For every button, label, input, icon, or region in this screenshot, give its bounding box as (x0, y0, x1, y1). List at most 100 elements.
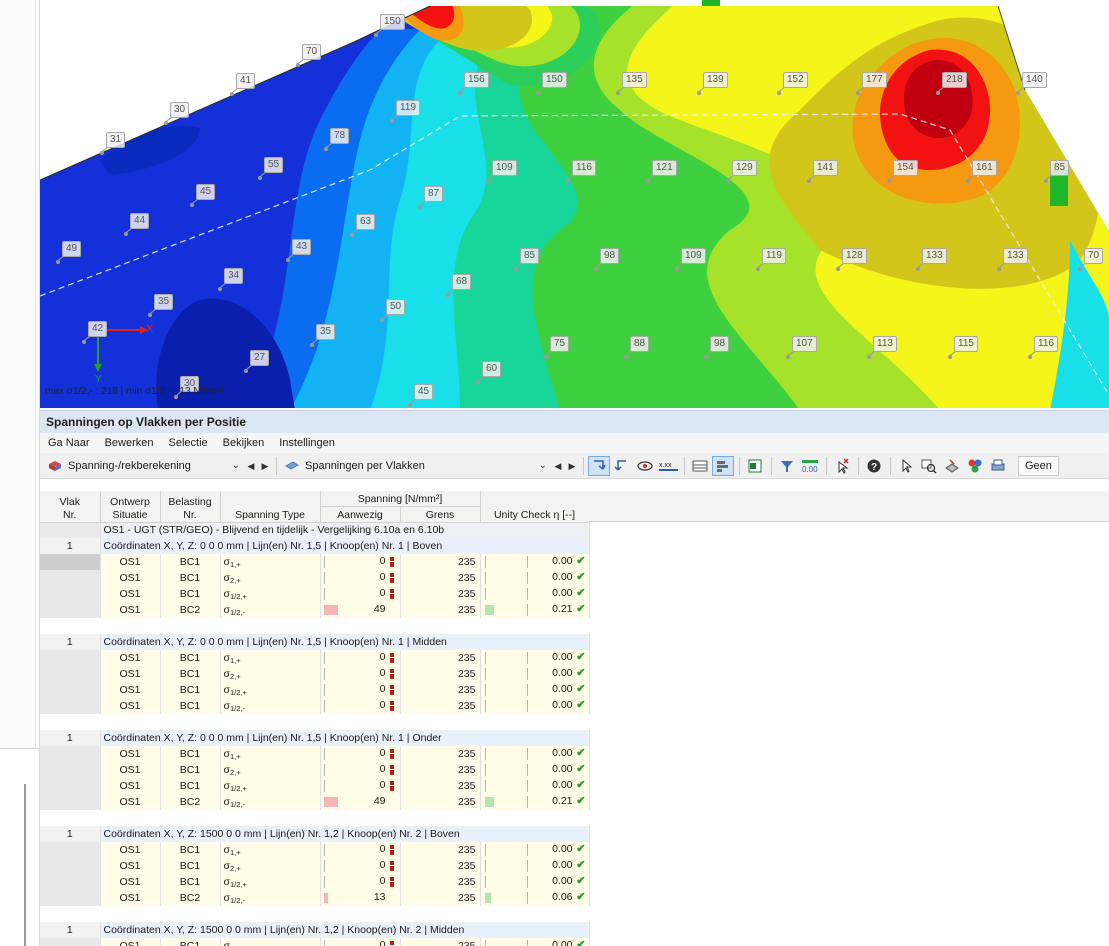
row-header-cell[interactable] (40, 586, 101, 602)
row-header-cell[interactable] (40, 666, 101, 682)
filter-button[interactable] (776, 456, 798, 476)
bar-baseline (323, 556, 325, 568)
menu-selectie[interactable]: Selectie (168, 437, 208, 449)
table-row[interactable]: OS1 BC1 σ1/2,+ 0 235 0.00 ✔ (40, 586, 590, 602)
coordinate-row[interactable]: 1 Coördinaten X, Y, Z: 1500 0 0 mm | Lijn… (40, 922, 590, 938)
table-row[interactable]: OS1 BC1 σ1/2,- 0 235 0.00 ✔ (40, 698, 590, 714)
contour-value-text: 152 (783, 72, 808, 88)
prev-table-button[interactable]: ◀ (554, 460, 562, 471)
display-settings-button[interactable] (941, 456, 963, 476)
clear-selection-button[interactable] (831, 456, 853, 476)
menu-ga-naar[interactable]: Ga Naar (48, 437, 90, 449)
sigma-symbol: σ (223, 859, 230, 872)
contour-value-text: 31 (106, 132, 126, 148)
table-layout-button[interactable] (689, 456, 711, 476)
coordinate-row[interactable]: 1 Coördinaten X, Y, Z: 1500 0 0 mm | Lijn… (40, 826, 590, 842)
zoom-to-button[interactable] (918, 456, 940, 476)
row-header-cell[interactable] (40, 938, 101, 946)
aanwezig-value: 0 (379, 747, 386, 759)
row-header-cell[interactable] (40, 874, 101, 890)
row-header-cell[interactable] (40, 682, 101, 698)
row-header-cell[interactable] (40, 890, 101, 906)
color-scale-button[interactable] (964, 456, 986, 476)
contour-value-text: 44 (130, 213, 150, 229)
zero-values-button[interactable]: 0.00 (799, 456, 821, 476)
bar-baseline (323, 652, 325, 664)
row-header-cell[interactable] (40, 778, 101, 794)
bar-baseline (323, 700, 325, 712)
aanwezig-value: 0 (379, 667, 386, 679)
menu-bekijken[interactable]: Bekijken (222, 437, 265, 449)
sigma-subscript: 2,+ (229, 575, 241, 585)
coordinate-row[interactable]: 1 Coördinaten X, Y, Z: 0 0 0 mm | Lijn(en… (40, 538, 590, 554)
row-header-cell[interactable] (40, 762, 101, 778)
export-excel-button[interactable] (744, 456, 766, 476)
decimal-places-button[interactable]: x.xx (657, 456, 679, 476)
table-row[interactable]: OS1 BC2 σ1/2,- 49 235 0.21 ✔ (40, 794, 590, 810)
sigma-subscript: 2,+ (229, 671, 241, 681)
spanning-type-cell: σ2,+ (220, 762, 321, 778)
col-ontwerp-header[interactable]: Ontwerp Situatie (100, 491, 161, 523)
next-table-button[interactable]: ▶ (568, 460, 576, 471)
unity-bar (484, 797, 494, 807)
table-row[interactable]: OS1 BC1 σ1/2,+ 0 235 0.00 ✔ (40, 874, 590, 890)
eye-icon (637, 460, 653, 471)
table-row[interactable]: OS1 BC1 σ2,+ 0 235 0.00 ✔ (40, 570, 590, 586)
table-row[interactable]: OS1 BC1 σ2,+ 0 235 0.00 ✔ (40, 858, 590, 874)
prev-analysis-button[interactable]: ◀ (247, 460, 255, 471)
row-header-cell[interactable] (40, 794, 101, 810)
menu-bewerken[interactable]: Bewerken (104, 437, 154, 449)
row-header-cell[interactable] (40, 698, 101, 714)
contour-value-text: 45 (196, 184, 216, 200)
print-button[interactable] (987, 456, 1009, 476)
table-row[interactable]: OS1 BC1 σ2,+ 0 235 0.00 ✔ (40, 666, 590, 682)
menu-instellingen[interactable]: Instellingen (279, 437, 335, 449)
analysis-type-dropdown[interactable]: Spanning-/rekberekening ⌄ (44, 456, 244, 476)
reverse-select-button[interactable] (611, 456, 633, 476)
stress-contour-view[interactable]: 150 70 41 30 31 156 150 135 139 152 177 218 140 119 78… (40, 0, 1109, 408)
table-row[interactable]: OS1 BC2 σ1/2,- 49 235 0.21 ✔ (40, 602, 590, 618)
table-row[interactable]: OS1 BC1 σ1/2,+ 0 235 0.00 ✔ (40, 778, 590, 794)
bar-display-button[interactable] (712, 455, 734, 476)
table-row[interactable]: OS1 BC1 σ1/2,+ 0 235 0.00 ✔ (40, 682, 590, 698)
result-table-dropdown[interactable]: Spanningen per Vlakken ⌄ (281, 456, 551, 476)
unity-bar (484, 605, 494, 615)
col-aanwezig-header[interactable]: Aanwezig (320, 506, 401, 523)
scrollbar[interactable] (24, 784, 26, 946)
next-analysis-button[interactable]: ▶ (261, 460, 269, 471)
row-header-cell[interactable] (40, 602, 101, 618)
sigma-subscript: 1,+ (229, 751, 241, 761)
row-header-cell[interactable] (40, 650, 101, 666)
coordinate-text: Coördinaten X, Y, Z: 1500 0 0 mm | Lijn(… (100, 922, 590, 938)
row-header-cell[interactable] (40, 746, 101, 762)
row-header-cell[interactable] (40, 554, 101, 570)
col-grens-header[interactable]: Grens (400, 506, 481, 523)
col-spanning-type-header[interactable]: Spanning Type (220, 491, 321, 523)
table-row[interactable]: OS1 BC1 σ2,+ 0 235 0.00 ✔ (40, 762, 590, 778)
coordinate-row[interactable]: 1 Coördinaten X, Y, Z: 0 0 0 mm | Lijn(en… (40, 634, 590, 650)
col-belasting-header[interactable]: Belasting Nr. (160, 491, 221, 523)
geen-dropdown[interactable]: Geen (1018, 455, 1059, 476)
bar-baseline (484, 748, 486, 760)
help-button[interactable]: ? (863, 456, 885, 476)
row-header-cell[interactable] (40, 858, 101, 874)
aanwezig-cell: 49 (320, 794, 401, 810)
select-in-model-button[interactable] (588, 455, 610, 476)
row-header-cell[interactable] (40, 570, 101, 586)
coordinate-row[interactable]: 1 Coördinaten X, Y, Z: 0 0 0 mm | Lijn(en… (40, 730, 590, 746)
results-table: Vlak Nr. Ontwerp Situatie Belasting Nr. Spa… (40, 491, 590, 946)
table-row[interactable]: OS1 BC2 σ1/2,- 13 235 0.06 ✔ (40, 890, 590, 906)
contour-value-text: 107 (792, 336, 817, 352)
view-visibility-button[interactable] (634, 456, 656, 476)
aanwezig-cell: 0 (320, 570, 401, 586)
col-vlak-header[interactable]: Vlak Nr. (40, 491, 101, 523)
pick-object-button[interactable] (895, 456, 917, 476)
col-unity-check-header[interactable]: Unity Check η [--] (480, 491, 590, 523)
spanning-type-cell: σ1,+ (220, 650, 321, 666)
row-header-cell[interactable] (40, 842, 101, 858)
